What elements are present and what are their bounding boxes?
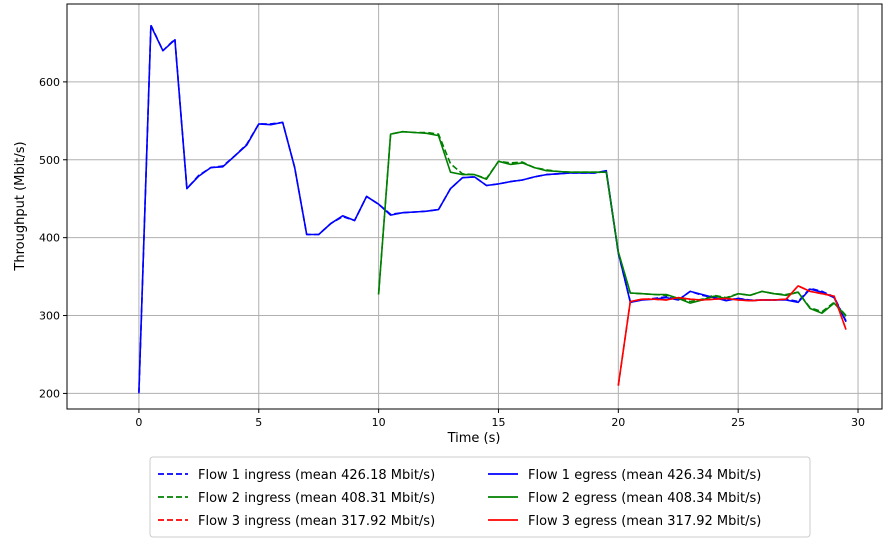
- x-tick-label: 0: [135, 416, 142, 429]
- series-line-4: [138, 24, 847, 392]
- x-tick-label: 15: [491, 416, 505, 429]
- legend-entry-label: Flow 2 ingress (mean 408.31 Mbit/s): [198, 491, 435, 506]
- legend-entry-label: Flow 3 egress (mean 317.92 Mbit/s): [528, 514, 761, 529]
- y-axis-label: Throughput (Mbit/s): [13, 141, 28, 271]
- x-tick-label: 5: [255, 416, 262, 429]
- y-tick-label: 600: [39, 76, 60, 89]
- y-tick-label: 300: [39, 310, 60, 323]
- legend-entry-label: Flow 3 ingress (mean 317.92 Mbit/s): [198, 514, 435, 529]
- y-axis-ticks: 200 300 400 500 600: [39, 76, 67, 400]
- y-tick-label: 200: [39, 387, 60, 400]
- legend-entry-label: Flow 1 ingress (mean 426.18 Mbit/s): [198, 468, 435, 483]
- x-axis-label: Time (s): [447, 431, 501, 446]
- x-tick-label: 10: [372, 416, 386, 429]
- grid-lines: [67, 4, 882, 409]
- series-lines: [138, 24, 847, 394]
- legend-entry-label: Flow 1 egress (mean 426.34 Mbit/s): [528, 468, 761, 483]
- x-axis-ticks: 0 5 10 15 20 25 30: [135, 409, 865, 429]
- legend-box: [149, 456, 811, 538]
- x-tick-label: 20: [611, 416, 625, 429]
- legend: Flow 1 ingress (mean 426.18 Mbit/s) Flow …: [149, 456, 811, 538]
- y-tick-label: 400: [39, 232, 60, 245]
- series-line-5: [377, 130, 847, 317]
- plot-frame: [66, 3, 883, 410]
- x-tick-label: 25: [731, 416, 745, 429]
- legend-entry-label: Flow 2 egress (mean 408.34 Mbit/s): [528, 491, 761, 506]
- y-tick-label: 500: [39, 154, 60, 167]
- x-tick-label: 30: [851, 416, 865, 429]
- series-line-6: [617, 285, 847, 386]
